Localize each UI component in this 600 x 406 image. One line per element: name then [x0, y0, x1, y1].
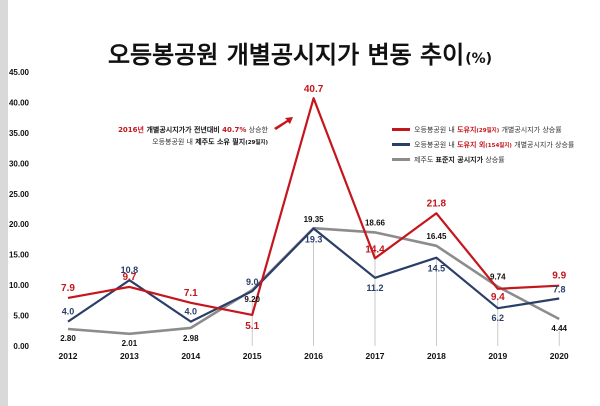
- annotation-line: 2016년 개별공시지가가 전년대비 40.7% 상승한: [118, 125, 268, 134]
- annotation-part: 상승한: [246, 125, 268, 134]
- x-axis: 2012 2013 2014 2015 2016 2017 2018 2019 2020: [59, 351, 569, 361]
- chart-title-main: 오등봉공원 개별공시지가 변동 추이: [108, 41, 464, 69]
- legend-entry: 오등봉공원 내 도유지(29필지) 개별공시지가 상승률: [414, 125, 562, 134]
- data-label: 19.3: [305, 234, 323, 244]
- x-tick-label: 2019: [488, 351, 507, 361]
- legend-entry-part: (154필지): [485, 141, 512, 149]
- data-label: 7.8: [553, 285, 566, 295]
- x-tick-label: 2014: [181, 351, 200, 361]
- data-label: 6.2: [492, 313, 505, 323]
- left-edge-strip: [0, 0, 8, 406]
- legend-entry: 오등봉공원 내 도유지 외(154필지) 개별공시지가 상승률: [414, 140, 575, 149]
- annotation-part: 제주도 소유 필지: [195, 137, 245, 146]
- x-tick-label: 2020: [550, 351, 569, 361]
- chart-title-unit: (%): [465, 51, 492, 67]
- data-label: 14.5: [428, 264, 446, 274]
- data-label: 9.0: [246, 277, 259, 287]
- annotation-part: 오등봉공원 내: [152, 137, 195, 146]
- series-line: [67, 97, 560, 316]
- y-tick-label: 35.00: [9, 129, 30, 138]
- data-label: 9.7: [122, 272, 136, 283]
- y-tick-label: 45.00: [9, 68, 30, 77]
- y-tick-label: 10.00: [9, 281, 30, 290]
- data-label: 9.20: [244, 295, 260, 304]
- data-label: 2.01: [122, 339, 138, 348]
- data-label: 4.44: [551, 324, 567, 333]
- y-tick-label: 25.00: [9, 190, 30, 199]
- legend-entry-part: 상승률: [483, 155, 505, 164]
- y-tick-label: 30.00: [9, 159, 30, 168]
- y-axis: 0.00 5.00 10.00 15.00 20.00 25.00 30.00 35.00 40…: [9, 68, 30, 351]
- data-label: 9.4: [491, 292, 505, 303]
- data-label: 14.4: [365, 244, 385, 255]
- legend-entry-part: 도유지 외: [457, 140, 485, 149]
- data-labels: 7.9 9.7 7.1 5.1 40.7 14.4 21.8 9.4 9.9 4.0 10.8 4.0…: [60, 84, 567, 348]
- x-tick-label: 2013: [120, 351, 139, 361]
- data-label: 18.66: [365, 218, 386, 227]
- data-label: 10.8: [121, 265, 139, 275]
- data-label: 9.9: [552, 271, 566, 282]
- legend-entry-part: 오등봉공원 내: [414, 140, 457, 149]
- y-tick-label: 5.00: [13, 312, 29, 321]
- annotation-line: 오등봉공원 내 제주도 소유 필지(29필지): [152, 137, 268, 146]
- data-label: 40.7: [304, 84, 324, 95]
- legend-entry-part: 제주도: [414, 156, 436, 164]
- annotation-part: (29필지): [245, 138, 268, 146]
- data-label: 2.80: [60, 334, 76, 343]
- annotation-part: 40.7%: [222, 126, 246, 134]
- drop-lines: [251, 240, 560, 346]
- legend-entry-part: 오등봉공원 내: [414, 125, 457, 134]
- legend-entry-part: (29필지): [476, 126, 499, 134]
- y-tick-label: 40.00: [9, 98, 30, 107]
- x-tick-label: 2016: [304, 351, 323, 361]
- data-label: 7.1: [184, 288, 198, 299]
- y-tick-label: 20.00: [9, 220, 30, 229]
- data-label: 11.2: [366, 283, 383, 293]
- data-label: 21.8: [427, 198, 447, 209]
- legend-entry: 제주도 표준지 공시지가 상승률: [414, 155, 505, 164]
- series-line: [67, 227, 560, 323]
- data-label: 9.74: [490, 273, 506, 282]
- legend-entry-part: 도유지: [457, 125, 476, 134]
- data-label: 7.9: [61, 283, 75, 294]
- data-label: 4.0: [62, 307, 75, 317]
- annotation-arrow: [274, 117, 293, 130]
- x-tick-label: 2015: [243, 351, 262, 361]
- data-label: 16.45: [426, 232, 447, 241]
- x-tick-label: 2012: [59, 351, 78, 361]
- annotation-part: 개별공시지가가 전년대비: [146, 125, 222, 134]
- legend-entry-part: 표준지 공시지가: [436, 155, 484, 164]
- x-tick-label: 2017: [366, 351, 385, 361]
- data-label: 4.0: [185, 307, 198, 317]
- data-label: 2.98: [183, 334, 199, 343]
- legend-entry-part: 개별공시지가 상승률: [512, 140, 575, 149]
- x-tick-label: 2018: [427, 351, 446, 361]
- data-label: 5.1: [245, 321, 259, 332]
- chart-title: 오등봉공원 개별공시지가 변동 추이(%): [108, 41, 492, 69]
- y-tick-label: 0.00: [13, 342, 29, 351]
- legend-entry-part: 개별공시지가 상승률: [499, 125, 562, 134]
- data-label: 19.35: [304, 215, 325, 224]
- y-tick-label: 15.00: [9, 251, 30, 260]
- series-lines: [67, 97, 560, 336]
- annotation-part: 2016년: [118, 125, 146, 134]
